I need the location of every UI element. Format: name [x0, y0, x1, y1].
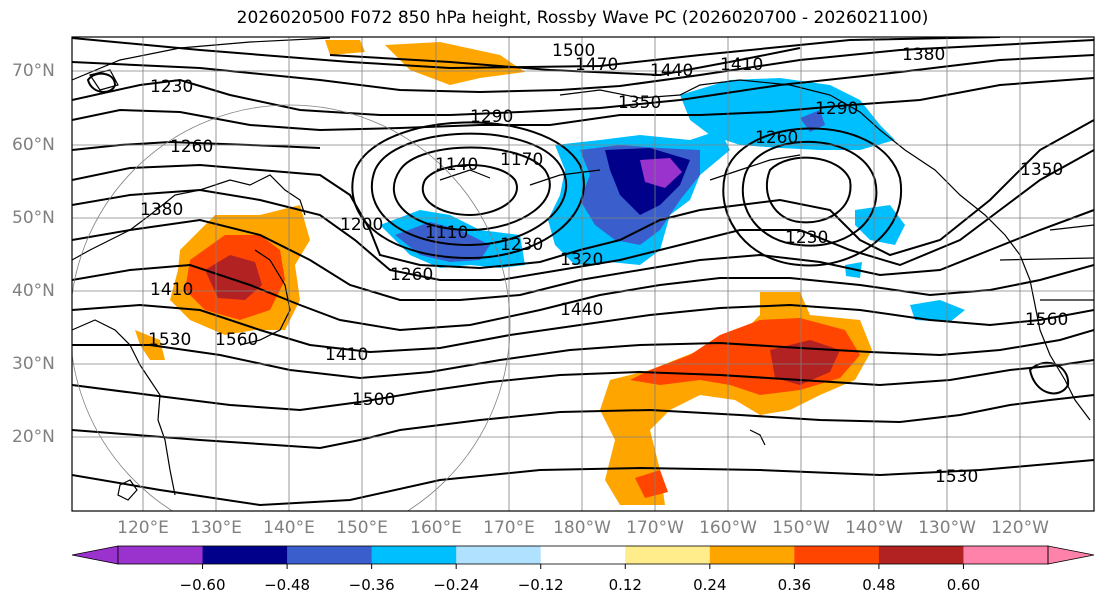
colorbar-swatch — [625, 546, 711, 564]
lon-label: 150°W — [772, 518, 830, 538]
contour-label: 1230 — [150, 77, 193, 97]
contour-label: 1260 — [390, 265, 433, 285]
colorbar-swatch — [878, 546, 964, 564]
colorbar-tick-label: −0.60 — [179, 576, 226, 594]
lat-label: 70°N — [12, 61, 55, 81]
contour-label: 1440 — [560, 300, 603, 320]
lat-label: 50°N — [12, 208, 55, 228]
contour-label: 1140 — [435, 155, 478, 175]
colorbar-tick-label: −0.12 — [517, 576, 564, 594]
lon-label: 160°W — [699, 518, 757, 538]
contour-label: 1350 — [618, 93, 661, 113]
lon-label: 170°W — [626, 518, 684, 538]
lon-label: 140°E — [263, 518, 315, 538]
colorbar-swatch — [118, 546, 204, 564]
lon-label: 140°W — [845, 518, 903, 538]
lon-label: 120°E — [117, 518, 169, 538]
colorbar — [71, 545, 1095, 569]
lat-label: 40°N — [12, 281, 55, 301]
contour-label: 1200 — [340, 215, 383, 235]
colorbar-swatch — [794, 546, 880, 564]
lon-label: 180°W — [553, 518, 611, 538]
colorbar-outline — [117, 545, 1049, 565]
contour-label: 1530 — [148, 330, 191, 350]
contour-labels: 1500 1470 1440 1410 1380 1350 1290 1260 … — [140, 41, 1068, 487]
lon-label: 160°E — [410, 518, 462, 538]
map-frame — [71, 36, 1095, 512]
colorbar-tick-label: 0.48 — [862, 576, 896, 594]
contour-label: 1560 — [215, 330, 258, 350]
colorbar-swatch — [709, 546, 795, 564]
graticule — [72, 37, 1094, 511]
height-contours — [72, 37, 1094, 507]
anomaly-shading — [135, 40, 965, 505]
contour-label: 1230 — [785, 228, 828, 248]
colorbar-swatch — [202, 546, 288, 564]
colorbar-tick-label: 0.36 — [777, 576, 812, 594]
colorbar-swatch — [371, 546, 457, 564]
lon-label: 130°W — [918, 518, 976, 538]
lon-label: 150°E — [336, 518, 388, 538]
contour-label: 1410 — [150, 280, 193, 300]
colorbar-extend-max — [1047, 545, 1095, 565]
contour-label: 1560 — [1025, 310, 1068, 330]
colorbar-swatch — [540, 546, 626, 564]
colorbar-tick-label: −0.36 — [348, 576, 395, 594]
contour-label: 1260 — [755, 128, 798, 148]
contour-label: 1410 — [720, 55, 763, 75]
contour-label: 1380 — [902, 45, 945, 65]
colorbar-swatch — [456, 546, 542, 564]
contour-label: 1170 — [500, 150, 543, 170]
lon-label: 120°W — [991, 518, 1049, 538]
colorbar-tick-label: 0.12 — [608, 576, 642, 594]
contour-label: 1500 — [552, 41, 595, 61]
colorbar-tick-label: 0.24 — [693, 576, 727, 594]
contour-label: 1530 — [935, 467, 978, 487]
contour-label: 1410 — [325, 345, 368, 365]
colorbar-swatch — [287, 546, 373, 564]
contour-label: 1290 — [470, 107, 513, 127]
lon-label: 130°E — [190, 518, 242, 538]
contour-label: 1440 — [650, 61, 693, 81]
lat-label: 60°N — [12, 135, 55, 155]
contour-label: 1230 — [500, 235, 543, 255]
lat-label: 20°N — [12, 427, 55, 447]
contour-label: 1500 — [352, 390, 395, 410]
contour-label: 1320 — [560, 250, 603, 270]
colorbar-swatch — [963, 546, 1049, 564]
colorbar-tick-label: 0.60 — [946, 576, 981, 594]
map-title: 2026020500 F072 850 hPa height, Rossby W… — [236, 8, 929, 28]
colorbar-tick-label: −0.24 — [433, 576, 480, 594]
lat-label: 30°N — [12, 354, 55, 374]
contour-label: 1470 — [575, 55, 618, 75]
contour-label: 1260 — [170, 137, 213, 157]
colorbar-extend-min — [71, 545, 119, 565]
lon-label: 170°E — [483, 518, 535, 538]
colorbar-tick-label: −0.48 — [264, 576, 311, 594]
contour-label: 1350 — [1020, 160, 1063, 180]
contour-label: 1290 — [815, 99, 858, 119]
contour-label: 1110 — [425, 223, 468, 243]
contour-label: 1380 — [140, 200, 183, 220]
